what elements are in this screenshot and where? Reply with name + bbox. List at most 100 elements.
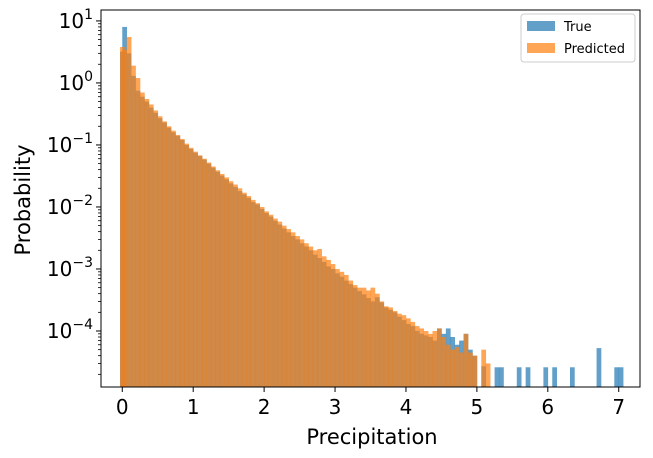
predicted-bar <box>410 321 416 387</box>
true-bar <box>543 367 549 387</box>
predicted-bar <box>228 181 234 387</box>
predicted-bar <box>423 330 429 387</box>
predicted-bar <box>281 225 287 387</box>
x-tick-label: 0 <box>116 395 129 419</box>
predicted-bar <box>286 229 292 387</box>
predicted-bar <box>277 221 283 387</box>
predicted-bar <box>450 349 455 387</box>
predicted-bar <box>259 206 265 387</box>
predicted-bar <box>219 174 225 387</box>
predicted-bar <box>206 162 212 387</box>
x-tick-label: 7 <box>612 395 625 419</box>
predicted-bar <box>312 250 318 387</box>
plot-frame <box>100 9 641 388</box>
predicted-bar <box>366 290 371 387</box>
predicted-bar <box>343 274 349 387</box>
predicted-bar <box>210 166 216 387</box>
true-bar <box>569 367 575 387</box>
x-axis-ticks: 0 1 2 3 4 5 6 7 <box>116 387 625 419</box>
predicted-bar <box>308 246 314 387</box>
predicted-bar <box>445 344 451 387</box>
true-bar <box>618 367 624 387</box>
predicted-bar <box>250 199 256 387</box>
predicted-bar <box>463 333 469 387</box>
y-tick-label: 10−1 <box>47 131 93 157</box>
predicted-bar <box>370 287 376 387</box>
true-bar <box>552 367 557 387</box>
predicted-bar <box>162 121 167 388</box>
predicted-bar <box>374 293 380 387</box>
predicted-bar <box>330 264 336 387</box>
true-bar <box>516 367 522 387</box>
x-tick-label: 3 <box>329 395 342 419</box>
predicted-bar <box>184 143 190 387</box>
predicted-bar <box>139 92 145 387</box>
predicted-bar <box>268 214 274 387</box>
predicted-bar <box>188 147 194 387</box>
predicted-bar <box>241 192 247 387</box>
predicted-bar <box>335 268 340 387</box>
x-tick-label: 6 <box>541 395 554 419</box>
predicted-bar <box>472 355 478 387</box>
predicted-bar <box>157 116 163 388</box>
x-axis-label: Precipitation <box>306 425 437 449</box>
predicted-bar <box>348 280 354 387</box>
legend: True Predicted <box>520 13 636 63</box>
predicted-bar <box>304 243 309 387</box>
predicted-bar <box>126 37 132 388</box>
predicted-bar <box>197 155 203 387</box>
predicted-bar <box>131 65 136 388</box>
predicted-bar <box>299 239 305 387</box>
true-bar <box>499 367 504 387</box>
predicted-bar <box>357 287 362 387</box>
predicted-bar <box>383 306 389 387</box>
predicted-bar <box>255 203 260 387</box>
legend-swatch-predicted <box>527 43 555 53</box>
predicted-bar <box>401 315 407 387</box>
predicted-bar <box>428 333 433 387</box>
predicted-bar <box>202 158 207 387</box>
predicted-bar <box>193 151 198 387</box>
predicted-bar <box>148 104 154 387</box>
predicted-bar <box>233 184 238 387</box>
predicted-bar <box>264 211 269 387</box>
predicted-bars <box>120 37 491 388</box>
predicted-bar <box>468 352 473 387</box>
predicted-bar <box>321 256 327 387</box>
predicted-bar <box>326 259 331 387</box>
predicted-bar <box>392 311 398 387</box>
y-axis-label: Probability <box>11 144 35 255</box>
predicted-bar <box>459 352 464 387</box>
predicted-bar <box>175 134 181 387</box>
predicted-bar <box>166 126 172 387</box>
predicted-bar <box>171 130 176 387</box>
true-bar <box>614 367 620 387</box>
predicted-bar <box>215 170 221 387</box>
predicted-bar <box>485 363 491 387</box>
predicted-bar <box>272 218 278 387</box>
predicted-bar <box>295 236 300 387</box>
predicted-bar <box>352 285 358 387</box>
legend-label-predicted: Predicted <box>564 42 625 57</box>
predicted-bar <box>224 177 229 387</box>
predicted-bar <box>246 196 252 387</box>
true-bar <box>494 367 500 387</box>
predicted-bar <box>419 328 425 387</box>
predicted-bar <box>122 49 127 387</box>
y-tick-label: 10−2 <box>47 193 93 219</box>
predicted-bar <box>135 78 141 388</box>
predicted-bar <box>153 110 159 387</box>
y-axis-ticks: 101 100 10−1 10−2 10−3 10−4 <box>47 7 101 375</box>
y-tick-label: 10−3 <box>47 255 93 281</box>
predicted-bar <box>237 188 243 387</box>
predicted-bar <box>405 318 411 387</box>
x-tick-label: 5 <box>471 395 484 419</box>
true-bar <box>525 367 531 387</box>
predicted-bar <box>441 337 447 387</box>
predicted-bar <box>454 347 460 387</box>
x-tick-label: 4 <box>400 395 413 419</box>
predicted-bar <box>290 232 296 387</box>
x-tick-label: 1 <box>187 395 200 419</box>
predicted-bar <box>361 287 367 387</box>
